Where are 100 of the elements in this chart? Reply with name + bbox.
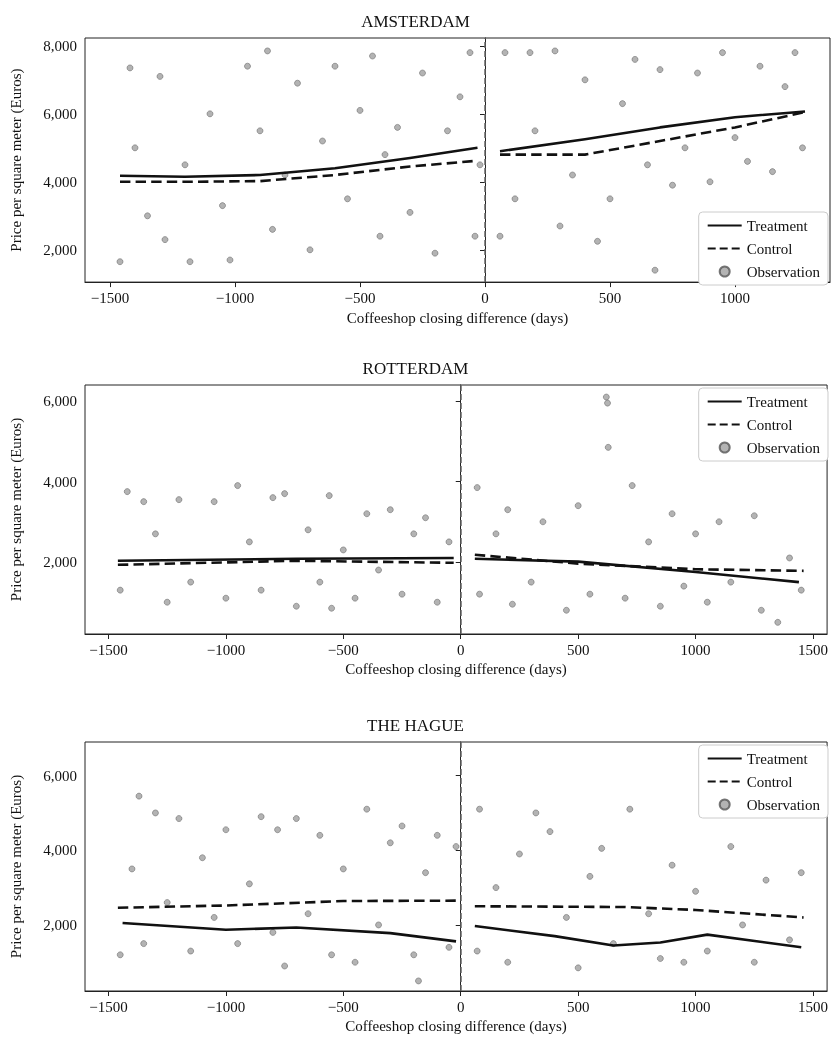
point <box>704 947 711 955</box>
point <box>473 947 481 955</box>
point <box>340 546 347 554</box>
point <box>163 598 171 606</box>
point <box>152 530 159 538</box>
point <box>175 815 183 822</box>
point <box>234 940 241 947</box>
point <box>797 586 805 594</box>
point <box>668 510 676 518</box>
point <box>140 940 148 947</box>
chart-title: AMSTERDAM <box>361 12 470 31</box>
point <box>351 594 359 602</box>
point <box>246 880 253 888</box>
y-tick-label: 6,000 <box>43 393 77 410</box>
x-tick-label: 500 <box>598 289 622 306</box>
x-tick-label: −500 <box>327 641 359 658</box>
point <box>328 951 335 959</box>
legend-label: Observation <box>746 796 821 813</box>
point <box>473 484 481 491</box>
y-tick-label: 2,000 <box>43 241 77 258</box>
point <box>492 884 500 891</box>
x-tick-label: −500 <box>344 289 376 306</box>
point <box>668 861 676 869</box>
point <box>246 538 253 546</box>
point <box>797 869 805 876</box>
point <box>304 526 312 534</box>
point <box>621 594 629 602</box>
y-tick-label: 8,000 <box>43 37 77 54</box>
point <box>135 792 143 800</box>
point <box>387 506 394 513</box>
point <box>210 914 218 921</box>
point <box>351 958 359 966</box>
point <box>116 586 124 594</box>
point <box>563 606 570 614</box>
point <box>751 512 758 520</box>
legend-label: Observation <box>746 263 821 280</box>
chart-title: THE HAGUE <box>367 716 464 735</box>
point <box>175 496 183 503</box>
y-tick-label: 4,000 <box>43 473 77 490</box>
point <box>680 958 688 966</box>
y-tick-label: 6,000 <box>43 767 77 784</box>
point <box>751 958 758 966</box>
x-tick-label: −1000 <box>215 289 255 306</box>
x-axis-title: Coffeeshop closing difference (days) <box>345 1018 567 1036</box>
point <box>140 498 148 505</box>
point <box>574 502 582 509</box>
legend-label: Control <box>746 240 793 257</box>
legend-label: Control <box>746 416 793 433</box>
y-tick-label: 2,000 <box>43 554 77 570</box>
point <box>410 951 418 959</box>
x-tick-label: 500 <box>566 998 590 1015</box>
point <box>527 578 535 586</box>
point <box>281 962 288 970</box>
point <box>509 600 516 608</box>
point <box>222 594 230 602</box>
point <box>316 832 324 839</box>
point <box>152 809 159 817</box>
x-tick-label: 1500 <box>798 641 828 658</box>
point <box>598 845 605 852</box>
point <box>715 518 723 526</box>
point <box>786 936 793 944</box>
x-axis-title: Coffeeshop closing difference (days) <box>346 309 569 327</box>
point <box>199 854 206 862</box>
point <box>328 604 335 612</box>
point <box>422 869 429 876</box>
point <box>504 506 512 513</box>
point <box>476 590 483 598</box>
legend-label: Treatment <box>746 750 809 767</box>
x-tick-label: 500 <box>566 641 590 658</box>
x-tick-label: 0 <box>456 641 465 658</box>
point <box>257 586 265 594</box>
legend-label: Treatment <box>746 393 809 410</box>
point <box>692 530 699 538</box>
point <box>546 828 554 835</box>
x-tick-label: −1500 <box>89 998 128 1015</box>
legend-label: Control <box>746 773 793 790</box>
point <box>187 578 194 586</box>
point <box>187 947 194 955</box>
point <box>433 832 441 839</box>
point <box>645 910 652 918</box>
legend-label: Observation <box>746 439 821 456</box>
x-tick-label: −500 <box>327 998 359 1015</box>
point <box>422 514 429 522</box>
point <box>123 488 131 495</box>
point <box>727 578 735 586</box>
point <box>563 914 570 921</box>
x-tick-label: 0 <box>481 289 489 306</box>
chart-title: ROTTERDAM <box>362 359 469 378</box>
point <box>774 619 782 626</box>
point <box>340 865 347 873</box>
point <box>410 530 418 538</box>
point <box>604 399 611 407</box>
point <box>433 598 441 606</box>
point <box>657 602 664 610</box>
point <box>586 873 594 880</box>
point <box>116 951 124 959</box>
point <box>398 822 406 830</box>
point <box>234 482 241 489</box>
point <box>574 964 582 972</box>
y-tick-label: 6,000 <box>43 105 77 122</box>
